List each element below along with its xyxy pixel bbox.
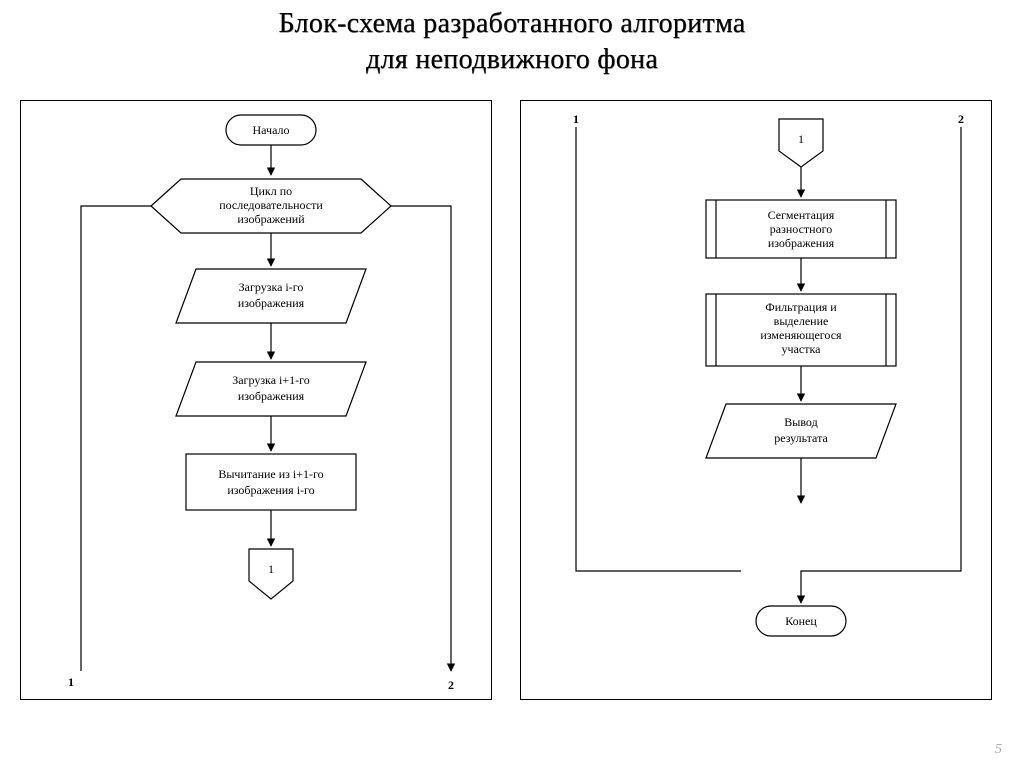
connector-label-right-top: 2	[958, 112, 964, 126]
node-connector-1-in: 1	[779, 119, 823, 167]
node-subtract-label-2: изображения i-го	[227, 483, 314, 497]
node-end: Конец	[756, 606, 846, 636]
node-connector-1-out: 1	[249, 549, 293, 599]
node-load-i: Загрузка i-го изображения	[176, 269, 366, 323]
node-loop: Цикл по последовательности изображений	[151, 179, 391, 233]
flowchart-right-svg: 1 2 1 Сегментация разностного изображени…	[521, 101, 991, 699]
node-output-label-1: Вывод	[784, 415, 817, 429]
connector-label-left-bottom: 1	[68, 675, 74, 689]
node-load-i1: Загрузка i+1-го изображения	[176, 362, 366, 416]
node-start-label: Начало	[253, 123, 290, 137]
node-filter-label-4: участка	[782, 342, 822, 356]
node-subtract: Вычитание из i+1-го изображения i-го	[186, 454, 356, 510]
page-title: Блок-схема разработанного алгоритма для …	[0, 0, 1024, 79]
connector-label-left-top: 1	[573, 112, 579, 126]
title-line-2: для неподвижного фона	[366, 44, 658, 75]
node-output-label-2: результата	[774, 431, 828, 445]
node-loop-label-2: последовательности	[219, 198, 323, 212]
node-load-i1-label-2: изображения	[238, 389, 305, 403]
title-line-1: Блок-схема разработанного алгоритма	[278, 8, 745, 39]
connector-label-right-bottom: 2	[448, 678, 454, 692]
node-load-i1-label-1: Загрузка i+1-го	[232, 373, 310, 387]
node-start: Начало	[226, 115, 316, 145]
node-filter-label-2: выделение	[774, 314, 829, 328]
node-loop-label-1: Цикл по	[250, 184, 292, 198]
node-subtract-label-1: Вычитание из i+1-го	[218, 467, 323, 481]
node-filter: Фильтрация и выделение изменяющегося уча…	[706, 294, 896, 366]
node-filter-label-3: изменяющегося	[760, 328, 842, 342]
node-end-label: Конец	[785, 614, 817, 628]
edge-loop-right-down	[391, 206, 451, 671]
flowchart-right-panel: 1 2 1 Сегментация разностного изображени…	[520, 100, 992, 700]
node-load-i-label-1: Загрузка i-го	[239, 280, 304, 294]
flowchart-left-panel: Начало Цикл по последовательности изобра…	[20, 100, 492, 700]
node-segmentation-label-3: изображения	[768, 236, 835, 250]
node-segmentation-label-2: разностного	[770, 222, 832, 236]
page-number: 5	[995, 742, 1002, 758]
node-filter-label-1: Фильтрация и	[765, 300, 837, 314]
node-loop-label-3: изображений	[237, 212, 305, 226]
flowchart-left-svg: Начало Цикл по последовательности изобра…	[21, 101, 491, 699]
node-connector-1-in-label: 1	[798, 132, 804, 146]
node-connector-1-out-label: 1	[268, 562, 274, 576]
edge-loop-left-down	[81, 206, 151, 671]
node-segmentation: Сегментация разностного изображения	[706, 200, 896, 258]
page: Блок-схема разработанного алгоритма для …	[0, 0, 1024, 768]
node-output: Вывод результата	[706, 404, 896, 458]
node-load-i-label-2: изображения	[238, 296, 305, 310]
node-segmentation-label-1: Сегментация	[768, 208, 835, 222]
